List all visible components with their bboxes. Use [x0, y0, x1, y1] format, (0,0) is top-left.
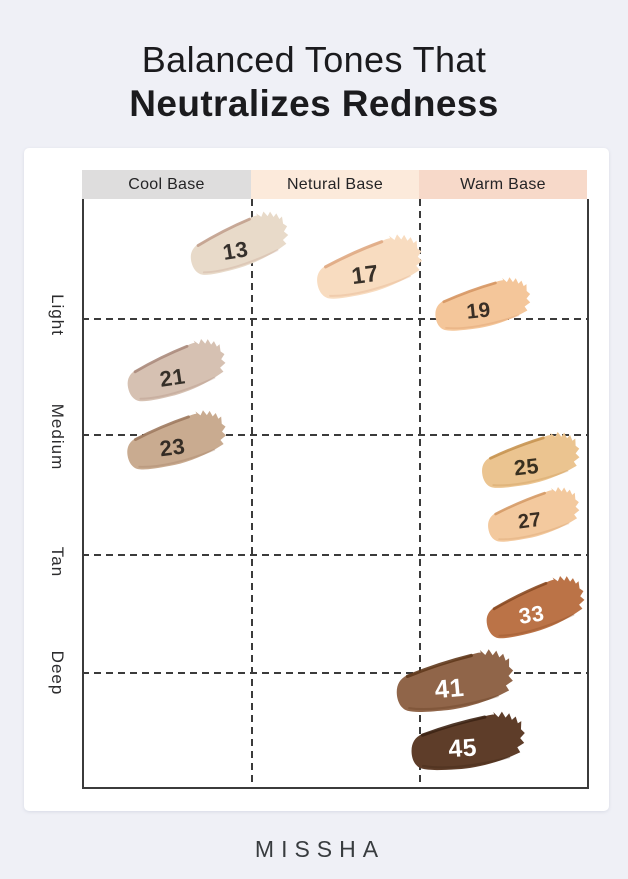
swatch-edge-shadow [133, 344, 189, 374]
swatch-edge-shadow [489, 436, 545, 460]
swatch-edge-shadow [196, 217, 251, 247]
swatch-number: 45 [448, 734, 478, 763]
grid-border-right [587, 199, 589, 788]
swatch-smear [190, 211, 289, 275]
page-title: Balanced Tones That Neutralizes Redness [0, 38, 628, 127]
swatch-number: 13 [221, 236, 250, 265]
swatch-smear [486, 575, 585, 639]
swatch-smear [488, 486, 580, 542]
swatch-number: 41 [434, 674, 466, 704]
swatch-bottom-shadow [202, 249, 279, 274]
swatch-edge-shadow [134, 415, 190, 441]
swatch-45: 45 [405, 707, 532, 789]
swatch-smear [396, 649, 514, 712]
grid-line-tan [82, 554, 589, 556]
swatch-number: 17 [350, 260, 380, 289]
swatch-21: 21 [118, 332, 236, 420]
swatch-bottom-shadow [329, 275, 411, 297]
swatch-bottom-shadow [498, 613, 575, 637]
column-header-label: Netural Base [286, 175, 384, 193]
swatch-number: 23 [158, 433, 186, 461]
swatch-smear [482, 431, 580, 488]
swatch-layer: 13 17 19 21 23 25 27 33 41 45 [24, 148, 609, 811]
column-header-label: Warm Base [460, 175, 546, 193]
row-label-deep: Deep [48, 650, 67, 696]
swatch-19: 19 [428, 272, 538, 348]
swatch-edge-shadow [405, 653, 473, 678]
grid-divider-netural-warm [419, 199, 421, 788]
swatch-bottom-shadow [138, 448, 216, 468]
row-label-tan: Tan [48, 546, 67, 578]
chart-card: Cool Base Netural Base Warm Base Light M… [24, 148, 609, 811]
swatch-number: 21 [158, 363, 187, 391]
title-line-2: Neutralizes Redness [129, 83, 499, 124]
swatch-bottom-shadow [492, 469, 569, 487]
swatch-edge-shadow [442, 281, 497, 304]
title-line-1: Balanced Tones That [141, 39, 487, 80]
column-header-netural-base: Netural Base [251, 170, 419, 199]
swatch-bottom-shadow [498, 522, 570, 541]
swatch-smear [411, 711, 525, 771]
swatch-17: 17 [308, 227, 433, 318]
column-header-warm-base: Warm Base [419, 170, 587, 199]
column-header-cool-base: Cool Base [82, 170, 251, 199]
row-label-medium: Medium [48, 403, 67, 471]
grid-divider-cool-netural [251, 199, 253, 788]
swatch-edge-shadow [494, 491, 546, 516]
grid-line-light [82, 318, 589, 320]
swatch-edge-shadow [420, 715, 487, 737]
column-header-label: Cool Base [128, 175, 205, 193]
swatch-13: 13 [181, 204, 299, 294]
swatch-25: 25 [474, 426, 588, 505]
swatch-bottom-shadow [421, 756, 511, 769]
swatch-smear [127, 338, 226, 402]
swatch-edge-shadow [324, 240, 384, 269]
swatch-number: 25 [513, 454, 540, 481]
swatch-smear [317, 234, 423, 299]
swatch-bottom-shadow [408, 694, 499, 711]
swatch-number: 33 [517, 600, 546, 628]
swatch-33: 33 [477, 569, 595, 657]
swatch-smear [127, 410, 227, 470]
grid-line-deep [82, 672, 589, 674]
swatch-edge-shadow [492, 581, 548, 611]
swatch-number: 19 [465, 298, 491, 323]
swatch-bottom-shadow [445, 314, 520, 330]
row-label-light: Light [48, 294, 67, 336]
swatch-smear [435, 277, 531, 331]
grid-border-left [82, 199, 84, 788]
grid-border-bottom [82, 787, 589, 789]
grid-line-medium [82, 434, 589, 436]
swatch-23: 23 [119, 404, 236, 488]
brand-logo: MISSHA [254, 836, 386, 862]
swatch-27: 27 [480, 481, 588, 559]
swatch-41: 41 [389, 644, 521, 733]
swatch-number: 27 [517, 509, 543, 534]
swatch-bottom-shadow [139, 376, 216, 400]
